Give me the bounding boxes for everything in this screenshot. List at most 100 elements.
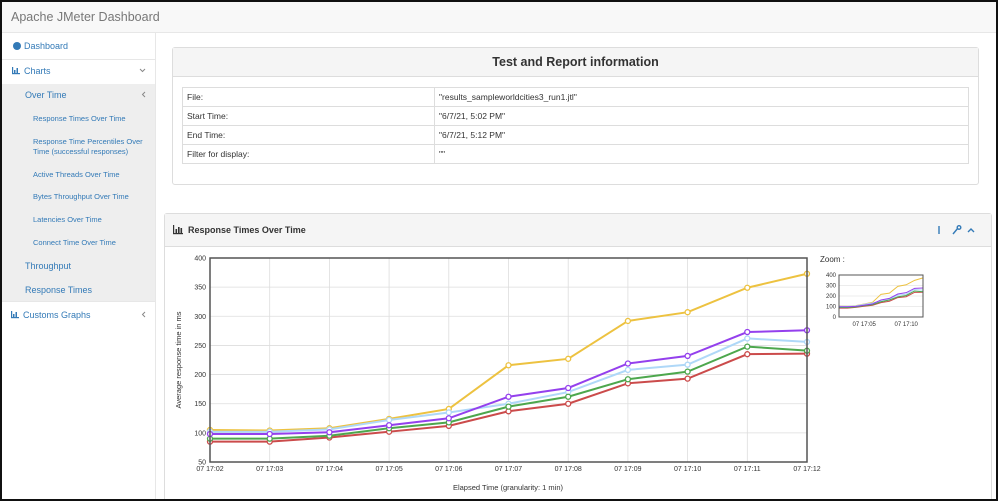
series-line <box>839 287 924 308</box>
y-tick-label: 50 <box>198 460 206 467</box>
chart-icon <box>173 225 183 235</box>
chart-panel: Response Times Over Time <box>164 213 992 499</box>
nav-link[interactable]: Charts <box>24 66 51 76</box>
data-point <box>445 409 452 416</box>
data-point <box>385 422 393 429</box>
x-tick-label: 07 17:10 <box>674 466 701 473</box>
x-tick-label: 07 17:07 <box>495 466 522 473</box>
sidebar-icons <box>11 42 146 319</box>
info-key: Filter for display: <box>182 144 435 164</box>
data-point <box>445 415 452 422</box>
nav-link[interactable]: Dashboard <box>24 41 69 51</box>
x-tick-label: 07 17:06 <box>435 466 462 473</box>
info-row: Filter for display: "" <box>182 144 969 164</box>
chart: 50 100 150 200 250 300 350 400 07 17:02 07 17:03 0… <box>174 255 924 492</box>
y-tick-label: 300 <box>826 284 837 290</box>
y-tick-label: 200 <box>826 294 837 300</box>
nav-link[interactable]: Active Threads Over Time <box>33 170 120 179</box>
y-tick-label: 400 <box>826 273 837 279</box>
data-point <box>385 416 393 424</box>
y-tick-label: 200 <box>194 372 206 379</box>
x-tick-label: 07 17:10 <box>895 322 919 328</box>
y-tick-label: 0 <box>833 315 837 321</box>
top-bar: Apache JMeter Dashboard <box>2 2 996 33</box>
x-axis-label: Elapsed Time (granularity: 1 min) <box>453 483 564 492</box>
data-point <box>565 355 572 362</box>
info-row: Start Time: "6/7/21, 5:02 PM" <box>182 106 969 126</box>
submenu-bg <box>2 84 155 302</box>
y-tick-label: 150 <box>194 401 206 408</box>
sidebar: Dashboard Charts Over Time Response Time… <box>2 33 156 499</box>
data-point <box>505 362 512 369</box>
data-point <box>624 317 632 325</box>
nav-link[interactable]: Bytes Throughput Over Time <box>33 192 129 201</box>
panel-heading: Response Times Over Time <box>165 214 991 247</box>
nav-link[interactable]: Latencies Over Time <box>33 215 102 224</box>
x-tick-label: 07 17:04 <box>316 466 343 473</box>
data-point <box>684 368 691 375</box>
data-point <box>565 384 572 392</box>
data-point <box>624 366 632 374</box>
data-point <box>326 429 333 436</box>
info-key: Start Time: <box>182 106 435 126</box>
x-tick-label: 07 17:08 <box>555 466 582 473</box>
x-tick-label: 07 17:12 <box>793 466 820 473</box>
sep <box>2 59 155 60</box>
brand[interactable]: Apache JMeter Dashboard <box>11 10 160 24</box>
nav-link[interactable]: Response Times <box>25 285 93 295</box>
series-line <box>839 288 924 307</box>
data-point <box>744 351 751 358</box>
info-key: End Time: <box>182 125 435 145</box>
data-point <box>505 403 512 410</box>
data-point <box>744 343 751 350</box>
info-value: "6/7/21, 5:02 PM" <box>434 106 969 126</box>
data-point <box>624 376 632 383</box>
y-tick-label: 400 <box>194 256 206 263</box>
info-panel: Test and Report information File: "result… <box>172 47 979 185</box>
panel-tools[interactable] <box>935 225 985 237</box>
data-point <box>744 335 751 342</box>
data-point <box>684 375 691 382</box>
main: Test and Report information File: "result… <box>156 33 996 499</box>
y-tick-label: 300 <box>194 314 206 321</box>
panel-title: Test and Report information <box>173 48 978 77</box>
panel-title: Response Times Over Time <box>188 225 306 235</box>
info-key: File: <box>182 87 435 107</box>
y-tick-label: 100 <box>826 305 837 311</box>
data-point <box>744 284 751 291</box>
x-tick-label: 07 17:09 <box>614 466 641 473</box>
info-value: "6/7/21, 5:12 PM" <box>434 125 969 145</box>
nav-link[interactable]: Over Time <box>25 90 67 100</box>
x-tick-label: 07 17:05 <box>375 466 402 473</box>
y-tick-label: 250 <box>194 343 206 350</box>
x-tick-label: 07 17:05 <box>853 322 877 328</box>
info-value: "" <box>434 144 969 164</box>
series-line <box>839 290 924 309</box>
y-axis-label: Average response time in ms <box>174 311 183 408</box>
sep <box>2 301 155 302</box>
y-tick-label: 350 <box>194 285 206 292</box>
data-point <box>624 360 632 367</box>
data-point <box>684 309 691 316</box>
info-table: File: "results_sampleworldcities3_run1.jt… <box>182 87 969 164</box>
plot-border <box>209 257 808 463</box>
info-row: End Time: "6/7/21, 5:12 PM" <box>182 125 969 145</box>
data-point <box>505 393 512 400</box>
data-point <box>684 352 691 360</box>
nav-link[interactable]: Response Time Percentiles Over Time (suc… <box>33 137 143 156</box>
x-tick-label: 07 17:02 <box>196 466 223 473</box>
data-point <box>744 328 751 336</box>
nav-link[interactable]: Customs Graphs <box>23 310 91 320</box>
data-point <box>565 393 572 400</box>
x-tick-label: 07 17:03 <box>256 466 283 473</box>
data-point <box>565 400 572 407</box>
nav-link[interactable]: Response Times Over Time <box>33 114 126 123</box>
nav-link[interactable]: Connect Time Over Time <box>33 238 116 247</box>
data-point <box>684 361 691 368</box>
x-tick-label: 07 17:11 <box>734 466 761 473</box>
info-row: File: "results_sampleworldcities3_run1.jt… <box>182 87 969 107</box>
nav-link[interactable]: Throughput <box>25 261 72 271</box>
info-value: "results_sampleworldcities3_run1.jtl" <box>434 87 969 107</box>
plot-border <box>838 274 924 318</box>
